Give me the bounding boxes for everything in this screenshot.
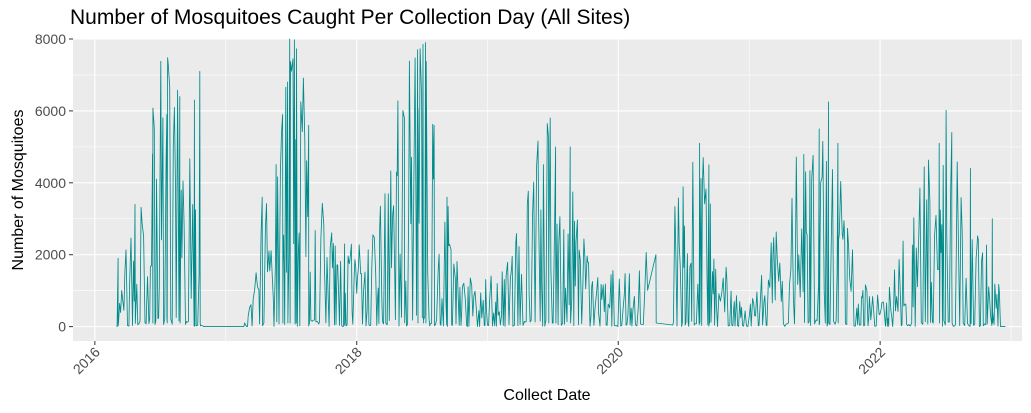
x-axis-ticks: 2016 2018 2020 2022: [70, 341, 888, 377]
x-axis-title: Collect Date: [503, 387, 590, 404]
y-tick-label: 8000: [35, 31, 66, 47]
y-tick-label: 6000: [35, 103, 66, 119]
x-tick-label: 2022: [855, 344, 888, 377]
x-tick-label: 2016: [70, 344, 103, 377]
y-axis-title: Number of Mosquitoes: [10, 110, 27, 271]
y-tick-label: 0: [58, 319, 66, 335]
y-tick-label: 2000: [35, 247, 66, 263]
chart-title: Number of Mosquitoes Caught Per Collecti…: [70, 6, 631, 29]
series-line: [116, 38, 1006, 328]
x-tick-label: 2020: [593, 344, 626, 377]
series-layer: [116, 38, 1006, 328]
x-tick-label: 2018: [332, 344, 365, 377]
y-axis-ticks: 0 2000 4000 6000 8000: [35, 31, 73, 335]
y-tick-label: 4000: [35, 175, 66, 191]
